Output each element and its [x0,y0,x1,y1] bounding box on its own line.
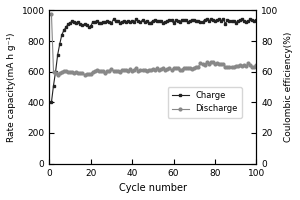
Discharge [174,67,177,70]
Charge [174,19,177,22]
Charge [89,25,93,27]
Discharge [157,69,161,71]
Line: Charge: Charge [50,17,258,104]
Discharge [246,62,250,65]
Discharge [99,70,103,72]
Discharge [56,74,59,76]
Charge [246,20,250,22]
Charge [97,22,101,25]
Y-axis label: Coulombic efficiency(%): Coulombic efficiency(%) [284,32,293,142]
X-axis label: Cycle number: Cycle number [119,183,187,193]
Charge [157,20,161,22]
Legend: Charge, Discharge: Charge, Discharge [168,87,242,118]
Discharge [240,65,244,67]
Discharge [255,64,258,66]
Charge [240,18,244,20]
Charge [134,18,138,20]
Discharge [50,12,53,15]
Charge [255,19,258,21]
Y-axis label: Rate capacity(mA h g⁻¹): Rate capacity(mA h g⁻¹) [7,32,16,142]
Discharge [91,71,94,73]
Line: Discharge: Discharge [50,12,258,76]
Charge [50,101,53,104]
